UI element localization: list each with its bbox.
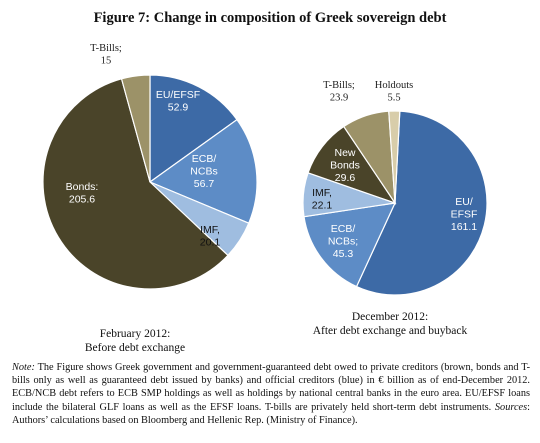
slice-label: ECB/NCBs 56.7 <box>190 153 217 190</box>
pie-slice <box>388 110 401 204</box>
note-label: Note: <box>12 362 35 373</box>
figure-note: Note: The Figure shows Greek government … <box>12 361 530 427</box>
figure-title: Figure 7: Change in composition of Greek… <box>93 10 447 26</box>
pie-slice <box>303 202 397 288</box>
note-text: The Figure shows Greek government and go… <box>12 362 530 413</box>
pie-caption-before: February 2012: Before debt exchange <box>40 327 230 355</box>
pie-slice <box>120 74 151 183</box>
pie-slice <box>149 74 238 184</box>
caption-subtitle: After debt exchange and buyback <box>312 325 468 337</box>
pie-caption-after: December 2012: After debt exchange and b… <box>270 310 510 338</box>
sources-text: : Authors’ calculations based on Bloombe… <box>12 401 530 426</box>
slice-label: EU/EFSF 161.1 <box>451 196 478 233</box>
slice-label: ECB/NCBs; 45.3 <box>328 223 358 260</box>
slice-label: Holdouts 5.5 <box>375 80 414 104</box>
slice-label: Bonds: 205.6 <box>66 181 99 206</box>
slice-label: IMF, 20.1 <box>200 224 221 249</box>
pie-slice <box>148 118 258 224</box>
pie-slice <box>42 78 229 290</box>
pie-chart-after: EU/EFSF 161.1 ECB/NCBs; 45.3 IMF, 22.1 New Bond… <box>302 80 488 296</box>
pie-slice <box>355 110 488 296</box>
slice-label: T-Bills; 23.9 <box>323 80 355 104</box>
slice-label: EU/EFSF 52.9 <box>156 89 200 114</box>
slice-label: T-Bills; 15 <box>90 43 122 67</box>
caption-date: February 2012: <box>99 328 171 340</box>
caption-date: December 2012: <box>351 311 429 323</box>
slice-label: IMF, 22.1 <box>312 187 333 212</box>
pie-chart-before: EU/EFSF 52.9 ECB/NCBs 56.7 IMF, 20.1 Bonds: 205… <box>42 43 258 290</box>
slice-label: New Bonds 29.6 <box>330 147 360 184</box>
caption-subtitle: Before debt exchange <box>84 342 186 354</box>
sources-label: Sources <box>494 401 528 413</box>
